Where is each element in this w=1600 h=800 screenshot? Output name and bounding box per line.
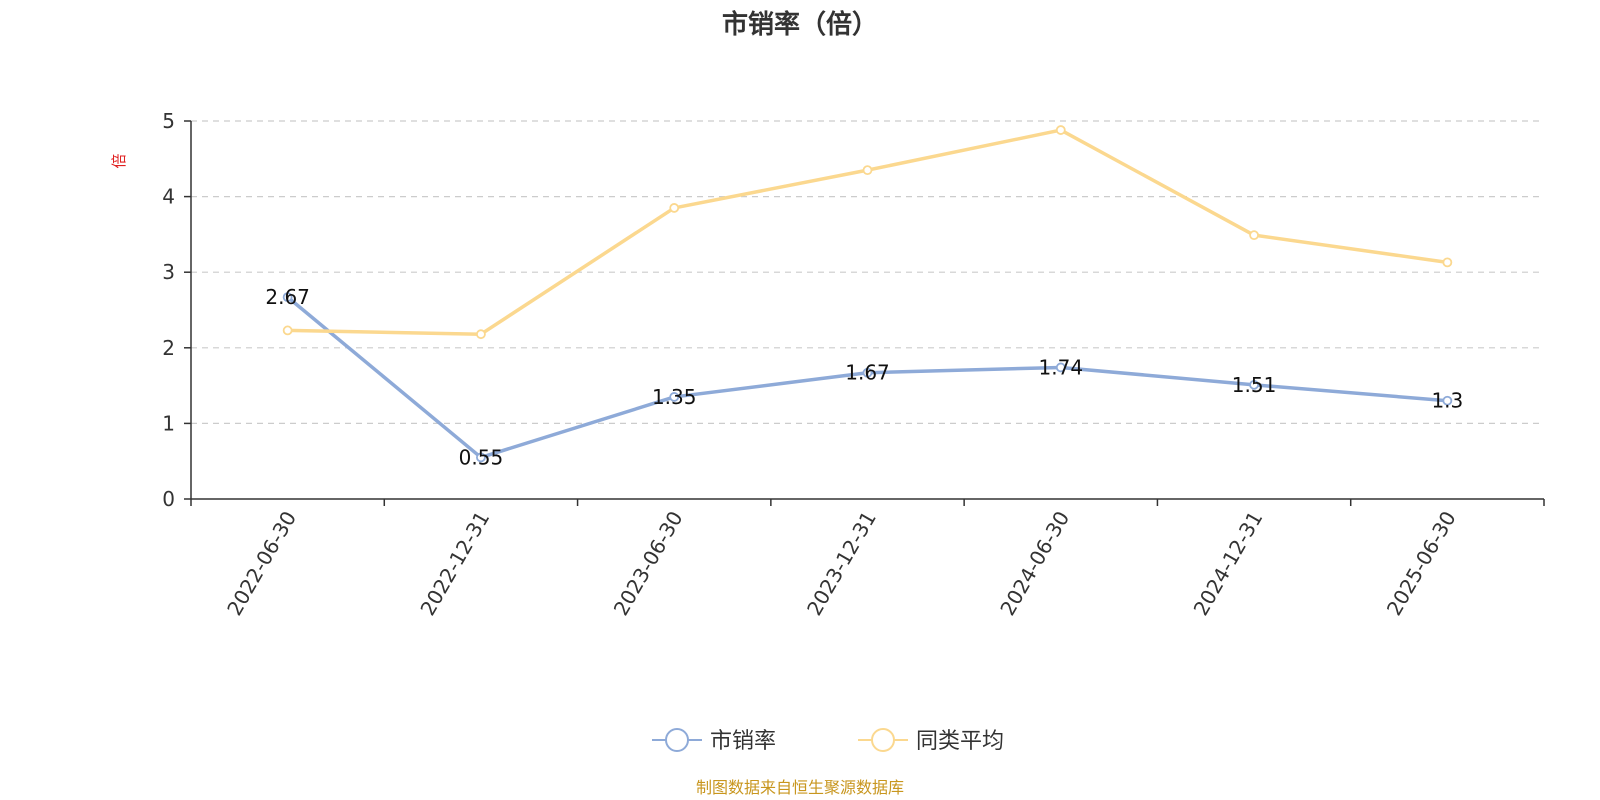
y-axis-unit-label: 倍	[110, 153, 128, 168]
x-tick-label: 2024-06-30	[995, 507, 1074, 620]
y-tick-label: 0	[162, 487, 175, 511]
gridlines	[191, 120, 1544, 424]
data-point[interactable]	[862, 367, 873, 378]
legend-swatch-marker	[665, 728, 689, 752]
y-tick-label: 3	[162, 260, 175, 284]
data-label: 1.51	[1232, 373, 1277, 397]
x-tick-label: 2022-06-30	[222, 507, 301, 620]
data-point[interactable]	[476, 329, 486, 340]
y-tick-label: 2	[162, 336, 175, 360]
data-point[interactable]	[669, 392, 680, 402]
data-point[interactable]	[1249, 379, 1259, 390]
data-point[interactable]	[1055, 362, 1066, 373]
data-point[interactable]	[282, 325, 293, 336]
data-point[interactable]	[862, 165, 873, 176]
data-point[interactable]	[282, 292, 293, 303]
data-label: 1.74	[1039, 355, 1084, 379]
x-tick-label: 2024-12-31	[1189, 507, 1268, 620]
y-tick-label: 5	[162, 109, 175, 133]
x-tick-label: 2022-12-31	[415, 507, 494, 620]
data-labels: 2.67 0.55 1.35 1.67 1.74 1.51 1.3	[265, 285, 1463, 469]
data-point[interactable]	[669, 203, 680, 213]
legend-label[interactable]: 同类平均	[916, 729, 1004, 754]
legend-label[interactable]: 市销率	[710, 729, 776, 754]
data-point[interactable]	[1249, 230, 1259, 241]
data-point[interactable]	[1442, 257, 1453, 268]
data-label: 2.67	[265, 285, 310, 309]
series-line-1	[287, 128, 1448, 336]
data-label: 0.55	[459, 445, 504, 469]
legend-swatch-marker	[871, 728, 895, 752]
y-tick-label: 4	[162, 185, 175, 209]
x-tick-label: 2023-12-31	[802, 507, 881, 620]
chart-title: 市销率（倍）	[722, 9, 878, 40]
x-tick-label: 2023-06-30	[609, 507, 688, 620]
legend: 市销率 同类平均	[652, 728, 1004, 754]
x-tick-label: 2025-06-30	[1382, 507, 1461, 620]
data-point[interactable]	[1055, 125, 1066, 135]
data-label: 1.3	[1431, 389, 1463, 413]
y-tick-label: 1	[162, 411, 175, 435]
data-label: 1.35	[652, 385, 697, 409]
series-lines	[282, 125, 1453, 463]
source-note: 制图数据来自恒生聚源数据库	[696, 778, 904, 797]
data-point[interactable]	[1442, 395, 1453, 406]
data-label: 1.67	[845, 361, 890, 385]
data-point[interactable]	[476, 452, 486, 463]
